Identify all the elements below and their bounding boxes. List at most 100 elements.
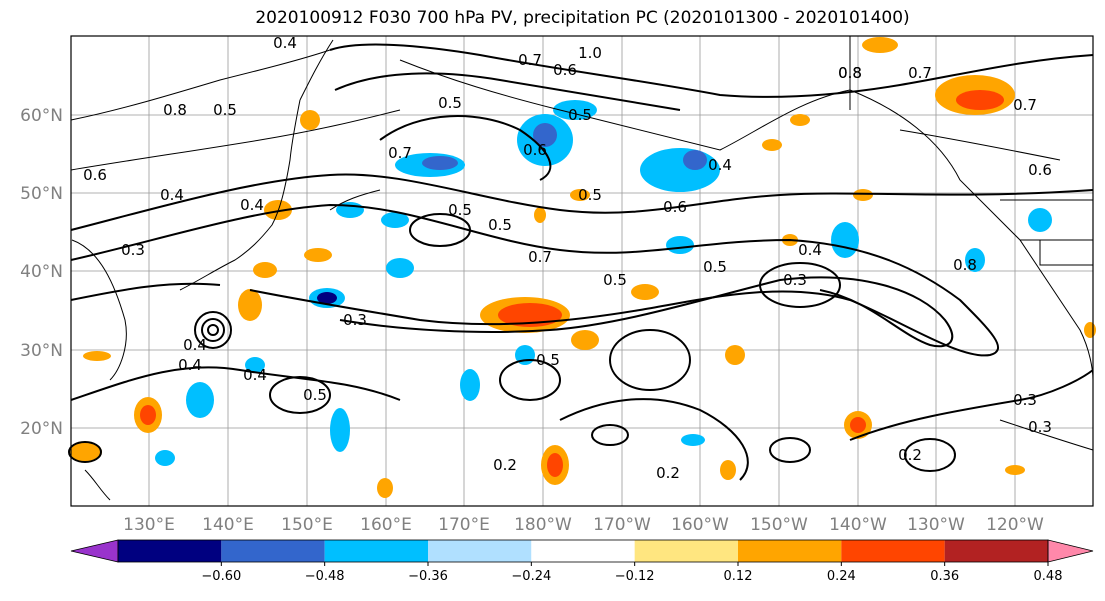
colorbar-segment — [634, 540, 738, 562]
precip-negative-blob — [330, 408, 350, 452]
contour-label: 0.4 — [160, 186, 184, 204]
colorbar — [70, 539, 1094, 563]
contour-label: 0.3 — [1028, 418, 1052, 436]
precip-positive-blob — [1005, 465, 1025, 475]
longitude-label: 130°W — [907, 515, 965, 535]
contour-label: 0.5 — [703, 258, 727, 276]
precip-positive-blob — [70, 442, 102, 462]
precip-negative-blob — [422, 156, 458, 170]
precip-negative-blob — [155, 450, 175, 466]
colorbar-segment — [841, 540, 945, 562]
contour-label: 0.2 — [656, 464, 680, 482]
precip-negative-blob — [1028, 208, 1052, 232]
longitude-label: 160°W — [671, 515, 729, 535]
precipitation-shading — [70, 37, 1096, 498]
map-title: 2020100912 F030 700 hPa PV, precipitatio… — [255, 8, 910, 28]
precip-negative-blob — [681, 434, 705, 446]
coastlines — [71, 36, 1094, 501]
contour-label: 0.5 — [303, 386, 327, 404]
longitude-label: 140°W — [829, 515, 887, 535]
contour-labels: 0.4 0.5 0.8 1.0 0.7 0.6 0.5 0.7 0.6 0.5 0.4 0.8 0.7 0… — [83, 34, 1052, 482]
contour-label: 0.6 — [523, 141, 547, 159]
colorbar-tick-label: 0.24 — [827, 569, 856, 584]
latitude-label: 20°N — [20, 419, 63, 439]
precip-negative-blob — [666, 236, 694, 254]
contour-label: 0.4 — [708, 156, 732, 174]
latitude-label: 50°N — [20, 184, 63, 204]
contour-label: 0.8 — [838, 64, 862, 82]
contour-label: 0.7 — [1013, 96, 1037, 114]
precip-positive-blob — [862, 37, 898, 53]
contour-label: 0.6 — [1028, 161, 1052, 179]
colorbar-tick-label: 0.48 — [1034, 569, 1063, 584]
colorbar-outline — [117, 539, 1049, 563]
colorbar-tick-label: −0.12 — [615, 569, 655, 584]
pv-contours-thin — [70, 49, 1094, 451]
precip-positive-blob — [300, 110, 320, 130]
precip-positive-blob — [534, 207, 546, 223]
contour-label: 0.4 — [183, 336, 207, 354]
precip-negative-blob — [245, 357, 265, 373]
contour-label: 0.8 — [838, 64, 862, 82]
contour-label: 0.7 — [908, 64, 932, 82]
pv-contours — [68, 43, 1094, 481]
contour-label: 0.4 — [273, 34, 297, 52]
contour-label: 0.5 — [536, 351, 560, 369]
colorbar-extend-high — [1047, 539, 1094, 563]
colorbar-segment — [118, 540, 222, 562]
contour-label: 0.6 — [83, 166, 107, 184]
contour-label: 0.5 — [603, 271, 627, 289]
latitude-label: 60°N — [20, 106, 63, 126]
contour-label: 0.5 — [213, 101, 237, 119]
precip-positive-blob — [790, 114, 810, 126]
contour-label: 0.2 — [898, 446, 922, 464]
contour-label: 0.4 — [240, 196, 264, 214]
precip-positive-blob — [238, 289, 262, 321]
latitude-labels: 60°N 50°N 40°N 30°N 20°N — [20, 106, 63, 439]
precip-positive-blob — [570, 189, 590, 201]
contour-label: 0.3 — [121, 241, 145, 259]
colorbar-tick-label: −0.48 — [305, 569, 345, 584]
contour-label: 0.5 — [578, 186, 602, 204]
longitude-label: 150°E — [281, 515, 333, 535]
longitude-label: 180°W — [514, 515, 572, 535]
precip-negative-blob — [186, 382, 214, 418]
colorbar-segment — [428, 540, 532, 562]
contour-label: 0.4 — [798, 241, 822, 259]
contour-label: 0.8 — [163, 101, 187, 119]
map-frame — [70, 35, 1094, 507]
longitude-label: 170°E — [438, 515, 490, 535]
precip-negative-blob — [533, 123, 557, 147]
precip-positive-blob — [571, 330, 599, 350]
precip-negative-blob — [460, 369, 480, 401]
precip-negative-blob — [831, 222, 859, 258]
colorbar-tick-label: 0.36 — [930, 569, 959, 584]
precip-positive-blob — [1084, 322, 1096, 338]
precip-negative-blob — [386, 258, 414, 278]
contour-label: 0.6 — [663, 198, 687, 216]
precip-positive-blob — [762, 139, 782, 151]
precip-positive-blob — [850, 417, 866, 433]
contour-label: 0.4 — [178, 356, 202, 374]
contour-label: 1.0 — [578, 44, 602, 62]
colorbar-segment — [738, 540, 842, 562]
precip-positive-blob — [853, 189, 873, 201]
map-panel: 0.4 0.5 0.8 1.0 0.7 0.6 0.5 0.7 0.6 0.5 0.4 0.8 0.7 0… — [68, 34, 1096, 507]
colorbar-segment — [944, 540, 1048, 562]
precip-positive-blob — [83, 351, 111, 361]
precip-positive-blob — [725, 345, 745, 365]
precip-positive-blob — [956, 90, 1004, 110]
contour-label: 0.5 — [438, 94, 462, 112]
precip-negative-blob — [317, 292, 337, 304]
precip-negative-blob — [381, 212, 409, 228]
colorbar-labels: −0.60 −0.48 −0.36 −0.24 −0.12 0.12 0.24 0.36 0.4… — [201, 562, 1063, 584]
latitude-label: 40°N — [20, 262, 63, 282]
longitude-label: 140°E — [202, 515, 254, 535]
precip-positive-blob — [304, 248, 332, 262]
precip-negative-blob — [553, 100, 597, 120]
latitude-label: 30°N — [20, 341, 63, 361]
longitude-label: 120°W — [986, 515, 1044, 535]
colorbar-tick-label: −0.60 — [201, 569, 241, 584]
colorbar-segment — [221, 540, 325, 562]
